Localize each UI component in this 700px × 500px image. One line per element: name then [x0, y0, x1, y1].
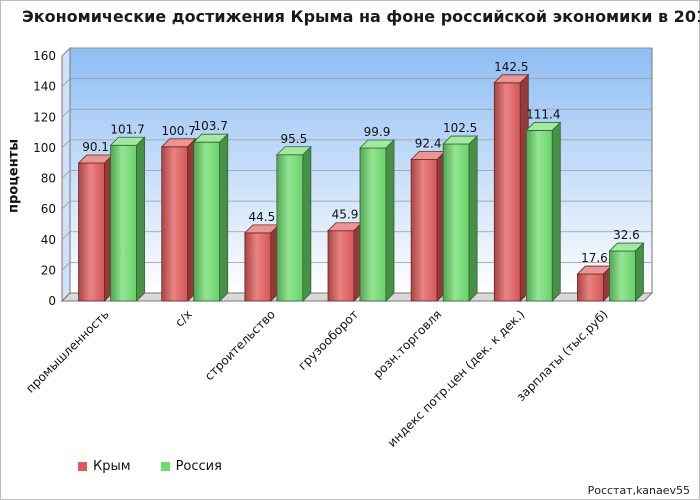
bar-russia	[525, 121, 562, 302]
y-tick-label: 140	[33, 80, 56, 94]
bar-front	[110, 144, 137, 302]
legend-item-crimea: Крым	[78, 459, 131, 474]
bar-russia	[359, 139, 395, 302]
y-tick-label: 120	[33, 110, 56, 124]
gridline-depth	[61, 47, 71, 57]
data-label-crimea: 92.4	[415, 137, 442, 151]
gridline-depth	[61, 262, 71, 271]
bar-side	[302, 145, 312, 302]
data-label-russia: 103.7	[194, 119, 228, 133]
x-tick-label: зарплаты (тыс.руб)	[514, 307, 611, 404]
bar-russia	[192, 133, 229, 302]
bar-front	[276, 154, 304, 302]
data-label-crimea: 17.6	[581, 251, 608, 265]
bar-front	[78, 162, 105, 302]
bar-crimea	[160, 137, 197, 302]
bar-crimea	[493, 73, 530, 302]
bar-crimea	[243, 223, 280, 302]
y-tick-label: 40	[41, 233, 56, 247]
legend-item-russia: Россия	[160, 458, 222, 474]
x-tick-label: розн.торговля	[370, 307, 444, 381]
bar-front	[193, 141, 221, 302]
data-label-russia: 95.5	[280, 132, 307, 146]
y-tick-label: 60	[41, 202, 56, 216]
bar-front	[410, 159, 438, 302]
bar-crimea	[410, 150, 447, 302]
bar-side	[219, 133, 229, 302]
y-tick-label: 100	[33, 141, 56, 155]
bar-front	[493, 82, 521, 302]
y-tick-label: 20	[41, 263, 56, 277]
bar-front	[327, 230, 355, 302]
gridline-depth	[61, 78, 71, 87]
legend: Крым Россия	[78, 458, 252, 474]
bar-front	[244, 232, 272, 302]
legend-swatch-russia	[160, 461, 170, 471]
bar-front	[442, 143, 470, 302]
y-tick-label: 80	[41, 172, 56, 186]
bar-front	[577, 273, 604, 302]
x-tick-label: грузооборот	[296, 307, 362, 373]
y-tick-label: 160	[33, 49, 56, 63]
bar-side	[635, 242, 644, 302]
x-tick-label: строительство	[202, 307, 278, 383]
data-label-russia: 111.4	[526, 107, 560, 121]
legend-swatch-crimea	[78, 461, 87, 471]
legend-label-russia: Россия	[175, 458, 222, 474]
gridline-depth	[61, 108, 71, 118]
data-label-russia: 101.7	[110, 122, 144, 136]
bar-crimea	[77, 154, 114, 302]
x-tick-label: промышленность	[23, 307, 111, 395]
gridline-depth	[61, 200, 71, 210]
bar-front	[609, 250, 636, 302]
data-label-crimea: 90.1	[82, 140, 109, 154]
bar-side	[136, 136, 145, 302]
legend-label-crimea: Крым	[93, 458, 131, 474]
bar-side	[385, 139, 395, 302]
gridline-depth	[61, 170, 71, 179]
bar-russia	[109, 136, 146, 302]
x-tick-label: с/х	[172, 307, 194, 329]
data-label-crimea: 45.9	[332, 208, 359, 222]
data-label-russia: 102.5	[443, 121, 477, 135]
gridline-depth	[61, 139, 71, 149]
bar-crimea	[576, 265, 613, 302]
gridline-depth	[61, 231, 71, 241]
bar-front	[525, 130, 553, 302]
bar-russia	[275, 145, 312, 302]
bar-crimea	[327, 221, 363, 302]
data-label-crimea: 44.5	[248, 210, 275, 224]
bar-side	[551, 121, 561, 302]
bar-front	[161, 146, 189, 302]
x-tick-label: индекс потр.цен (дек. к дек.)	[385, 307, 528, 450]
data-label-russia: 32.6	[613, 228, 640, 242]
data-label-russia: 99.9	[364, 125, 391, 139]
bar-russia	[442, 135, 479, 302]
bar-front	[359, 147, 387, 302]
bar-side	[468, 135, 478, 302]
y-tick-label: 0	[48, 294, 56, 308]
source-note: Росстат,kanaev55	[587, 484, 690, 497]
chart-title: Экономические достижения Крыма на фоне р…	[22, 7, 700, 26]
data-label-crimea: 142.5	[494, 60, 528, 74]
data-label-crimea: 100.7	[162, 124, 196, 138]
bar-russia	[608, 242, 645, 302]
